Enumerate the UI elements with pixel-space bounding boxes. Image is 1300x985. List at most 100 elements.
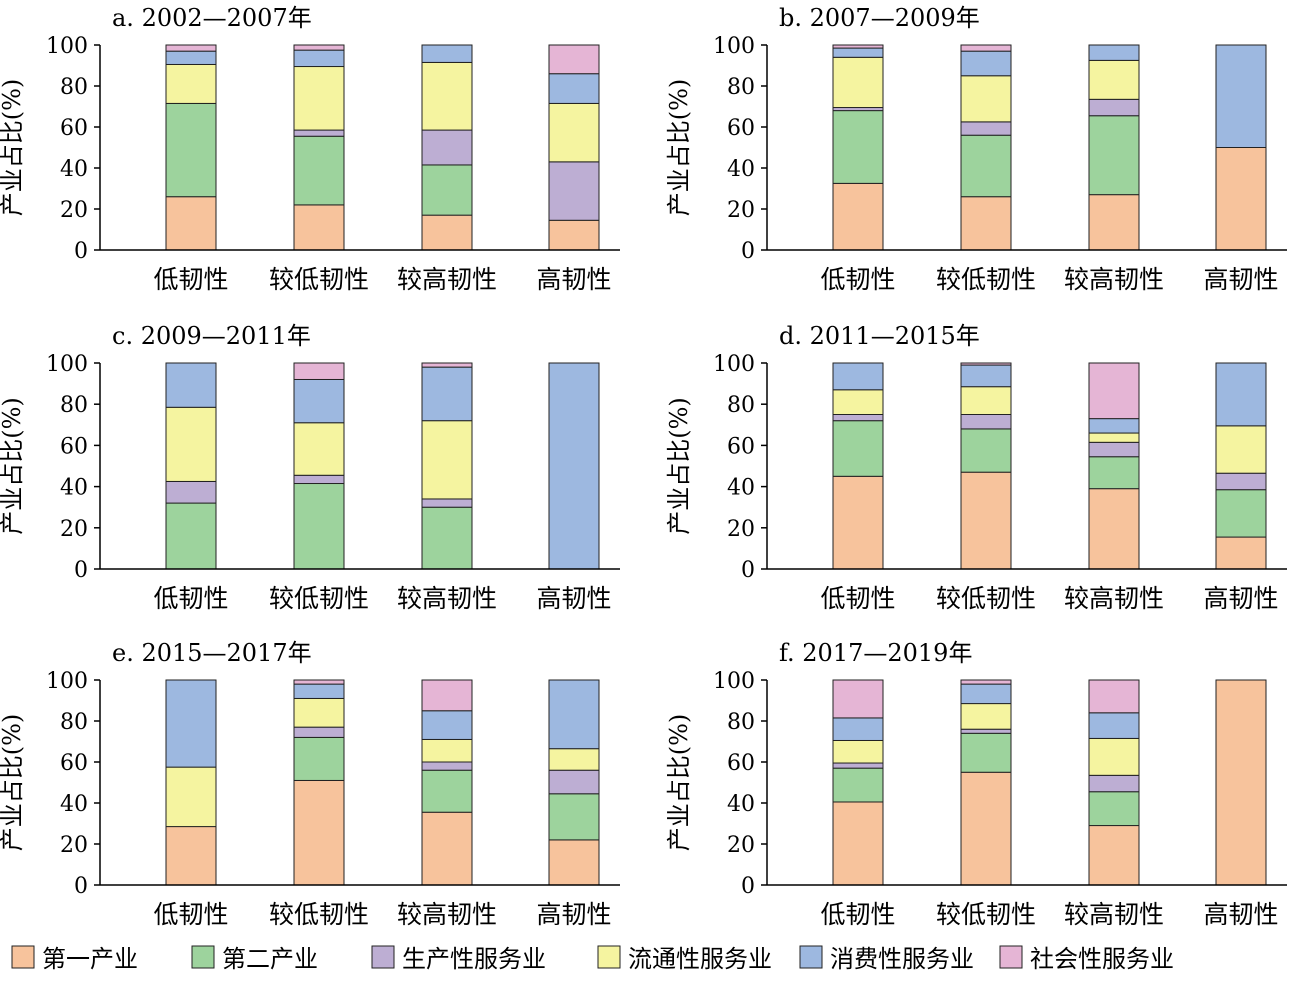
y-tick-label: 0	[741, 558, 755, 583]
bar-segment	[548, 362, 600, 570]
bar-segment	[832, 110, 884, 184]
bar-segment	[960, 679, 1012, 685]
y-tick-label: 100	[46, 34, 88, 59]
panel-f: f. 2017—2019年产业占比(%) 0 20 40 60 80 100 低韧性 较低韧性较…	[665, 639, 1287, 929]
bar-segment	[832, 420, 884, 477]
x-tick-label: 低韧性	[153, 265, 228, 294]
y-axis-label: 产业占比(%)	[0, 714, 26, 852]
bar-segment	[548, 793, 600, 841]
bar-segment	[421, 164, 473, 216]
bar-segment	[1088, 194, 1140, 251]
bar-segment	[421, 498, 473, 508]
y-tick-label: 0	[741, 874, 755, 899]
bar-segment	[421, 61, 473, 131]
bar-segment	[1088, 59, 1140, 100]
bar-segment	[293, 697, 345, 728]
bar-segment	[1215, 679, 1267, 886]
bar-segment	[293, 483, 345, 570]
bar-segment	[293, 49, 345, 68]
bar-segment	[548, 769, 600, 795]
bar-segment	[1215, 536, 1267, 570]
bar-segment	[960, 471, 1012, 570]
y-tick-label: 100	[713, 34, 755, 59]
bar-segment	[421, 44, 473, 63]
bar-segment	[1088, 712, 1140, 739]
legend: 第一产业 第二产业 生产性服务业 流通性服务业 消费性服务业 社会性服务业	[11, 945, 1174, 973]
bar-segment	[421, 710, 473, 740]
bar-segment	[960, 771, 1012, 886]
bar-segment	[165, 766, 217, 828]
y-tick-label: 80	[727, 393, 755, 418]
bar-segment	[960, 362, 1012, 366]
bar-segment	[960, 50, 1012, 77]
x-tick-label: 较高韧性	[397, 265, 497, 294]
bar-segment	[1215, 44, 1267, 148]
x-tick-label: 较低韧性	[269, 900, 369, 929]
bar-segment	[165, 362, 217, 408]
bar-segment	[1088, 362, 1140, 420]
x-tick-label: 较高韧性	[1064, 584, 1164, 613]
bar-segment	[165, 679, 217, 768]
bar-segment	[960, 386, 1012, 416]
y-axis-label: 产业占比(%)	[0, 79, 26, 217]
bar-segment	[832, 475, 884, 570]
y-tick-label: 60	[60, 751, 88, 776]
y-tick-label: 80	[60, 393, 88, 418]
bar-segment	[1088, 432, 1140, 443]
y-tick-label: 40	[727, 476, 755, 501]
y-axis-label: 产业占比(%)	[0, 397, 26, 535]
panel-title: d. 2011—2015年	[779, 322, 980, 350]
y-tick-label: 80	[60, 710, 88, 735]
bar-segment	[832, 414, 884, 422]
bar-segment	[832, 389, 884, 415]
y-tick-label: 100	[46, 669, 88, 694]
x-tick-label: 较低韧性	[269, 265, 369, 294]
y-axis-label: 产业占比(%)	[665, 79, 693, 217]
legend-swatch	[11, 945, 35, 969]
panel-c: c. 2009—2011年产业占比(%) 0 20 40 60 80 100 低韧性 较低韧性较…	[0, 322, 620, 613]
bar-segment	[165, 50, 217, 65]
y-axis-label: 产业占比(%)	[665, 714, 693, 852]
panel-title: c. 2009—2011年	[112, 322, 311, 350]
x-tick-label: 低韧性	[820, 900, 895, 929]
x-tick-label: 低韧性	[820, 584, 895, 613]
bar-segment	[548, 679, 600, 750]
x-tick-label: 较低韧性	[936, 584, 1036, 613]
bar-segment	[421, 811, 473, 886]
bar-segment	[293, 679, 345, 685]
legend-label: 生产性服务业	[402, 945, 546, 973]
y-tick-label: 100	[713, 669, 755, 694]
y-tick-label: 40	[60, 792, 88, 817]
legend-label: 第二产业	[222, 945, 318, 973]
bar-segment	[1088, 488, 1140, 570]
bar-segment	[960, 196, 1012, 251]
bar-segment	[421, 679, 473, 712]
bar-segment	[548, 73, 600, 104]
bar-segment	[832, 739, 884, 764]
x-tick-label: 高韧性	[1203, 265, 1278, 294]
bar-segment	[960, 732, 1012, 773]
bar-segment	[165, 480, 217, 504]
y-tick-label: 20	[727, 198, 755, 223]
x-tick-label: 高韧性	[1203, 900, 1278, 929]
bar-segment	[1215, 472, 1267, 491]
y-tick-label: 0	[74, 558, 88, 583]
bar-segment	[832, 44, 884, 49]
y-tick-label: 20	[60, 198, 88, 223]
y-tick-label: 60	[727, 434, 755, 459]
legend-label: 第一产业	[42, 945, 138, 973]
bar-segment	[548, 219, 600, 251]
y-tick-label: 0	[74, 874, 88, 899]
bar-segment	[1088, 825, 1140, 886]
panel-title: e. 2015—2017年	[112, 639, 312, 667]
bar-segment	[1088, 456, 1140, 490]
x-tick-label: 低韧性	[820, 265, 895, 294]
y-tick-label: 80	[60, 75, 88, 100]
bar-segment	[832, 762, 884, 769]
x-tick-label: 较高韧性	[397, 584, 497, 613]
bar-segment	[421, 738, 473, 763]
bar-segment	[548, 839, 600, 886]
legend-swatch	[799, 945, 823, 969]
bar-segment	[421, 761, 473, 771]
